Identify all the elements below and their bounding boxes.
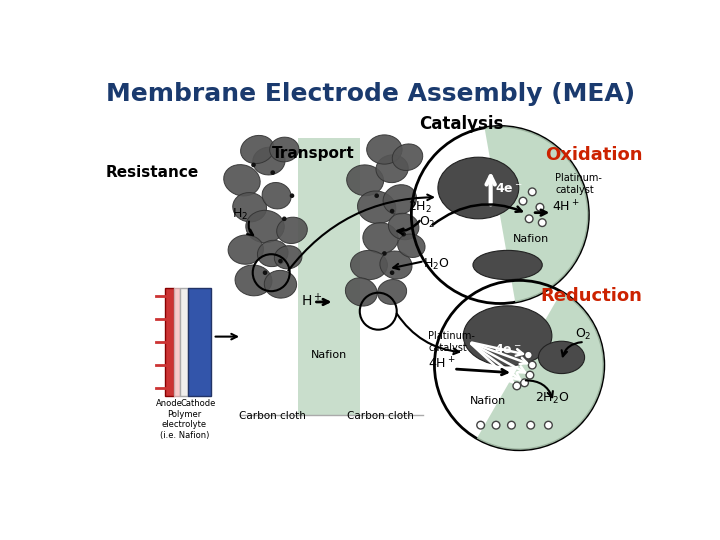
Text: Transport: Transport [271, 146, 354, 161]
Text: Nafion: Nafion [513, 234, 549, 244]
Ellipse shape [262, 183, 291, 209]
Ellipse shape [347, 165, 383, 196]
Ellipse shape [392, 144, 423, 170]
Text: 2H$_2$O: 2H$_2$O [534, 391, 569, 406]
Ellipse shape [228, 235, 264, 265]
Ellipse shape [276, 217, 307, 244]
Circle shape [271, 170, 275, 175]
Text: Resistance: Resistance [106, 165, 199, 180]
Ellipse shape [383, 185, 416, 214]
Ellipse shape [235, 265, 272, 296]
Ellipse shape [270, 137, 299, 162]
Circle shape [527, 421, 534, 429]
FancyBboxPatch shape [188, 288, 211, 396]
Ellipse shape [388, 213, 419, 240]
Circle shape [492, 421, 500, 429]
Circle shape [289, 193, 294, 198]
Circle shape [477, 421, 485, 429]
Text: 4H$^+$: 4H$^+$ [428, 356, 456, 372]
Ellipse shape [240, 136, 274, 164]
Circle shape [401, 232, 406, 237]
Text: 4H$^+$: 4H$^+$ [552, 199, 580, 214]
Text: Catalysis: Catalysis [419, 115, 503, 133]
Text: 4e$^-$: 4e$^-$ [494, 343, 521, 356]
Ellipse shape [397, 234, 425, 258]
Circle shape [282, 217, 287, 221]
Ellipse shape [464, 306, 552, 366]
Text: Nafion: Nafion [311, 350, 347, 360]
Text: Nafion: Nafion [470, 396, 506, 406]
Circle shape [263, 271, 267, 275]
Circle shape [278, 259, 283, 264]
Circle shape [374, 193, 379, 198]
Text: 2H$_2$: 2H$_2$ [408, 200, 431, 215]
Text: Membrane Electrode Assembly (MEA): Membrane Electrode Assembly (MEA) [106, 82, 635, 106]
Circle shape [508, 421, 516, 429]
Circle shape [390, 271, 395, 275]
Text: Carbon cloth: Carbon cloth [239, 411, 306, 421]
FancyBboxPatch shape [298, 138, 360, 415]
Ellipse shape [274, 246, 302, 269]
Ellipse shape [363, 222, 398, 253]
Ellipse shape [264, 271, 297, 298]
Text: Carbon cloth: Carbon cloth [347, 411, 414, 421]
Wedge shape [485, 126, 588, 302]
Text: Anode: Anode [156, 399, 183, 408]
Text: Platinum-
catalyst: Platinum- catalyst [555, 173, 602, 195]
Circle shape [521, 379, 528, 387]
Ellipse shape [233, 193, 266, 222]
Ellipse shape [376, 155, 408, 183]
Circle shape [539, 219, 546, 226]
Text: H$_2$O: H$_2$O [423, 257, 449, 272]
Ellipse shape [224, 165, 260, 196]
Text: Cathode: Cathode [181, 399, 216, 408]
Circle shape [382, 251, 387, 256]
Ellipse shape [380, 251, 412, 279]
Text: Oxidation: Oxidation [545, 146, 642, 164]
Circle shape [526, 372, 534, 379]
Circle shape [528, 188, 536, 195]
Circle shape [519, 197, 527, 205]
Text: 4e$^-$: 4e$^-$ [495, 181, 523, 194]
FancyBboxPatch shape [174, 288, 180, 396]
Text: O$_2$: O$_2$ [419, 215, 436, 230]
Wedge shape [477, 292, 604, 450]
Circle shape [528, 361, 536, 369]
Text: Platinum-
catalyst: Platinum- catalyst [428, 331, 475, 353]
Text: Reduction: Reduction [541, 287, 642, 305]
Circle shape [390, 209, 395, 213]
Circle shape [526, 215, 533, 222]
Ellipse shape [367, 134, 402, 164]
Circle shape [536, 204, 544, 211]
Circle shape [525, 351, 532, 359]
Text: H$^+$: H$^+$ [300, 292, 322, 309]
Ellipse shape [377, 280, 407, 305]
Circle shape [513, 382, 521, 390]
FancyBboxPatch shape [165, 288, 174, 396]
Ellipse shape [539, 341, 585, 374]
Text: Polymer
electrolyte
(i.e. Nafion): Polymer electrolyte (i.e. Nafion) [160, 410, 209, 440]
Ellipse shape [253, 147, 285, 175]
Ellipse shape [357, 191, 396, 224]
FancyBboxPatch shape [180, 288, 188, 396]
Circle shape [251, 163, 256, 167]
Ellipse shape [258, 240, 288, 267]
Text: H$_2$: H$_2$ [232, 207, 248, 222]
Text: O$_2$: O$_2$ [575, 327, 591, 342]
Ellipse shape [246, 210, 284, 242]
Ellipse shape [438, 157, 519, 219]
Ellipse shape [473, 251, 542, 280]
Ellipse shape [345, 278, 377, 306]
Circle shape [544, 421, 552, 429]
Ellipse shape [351, 251, 387, 280]
